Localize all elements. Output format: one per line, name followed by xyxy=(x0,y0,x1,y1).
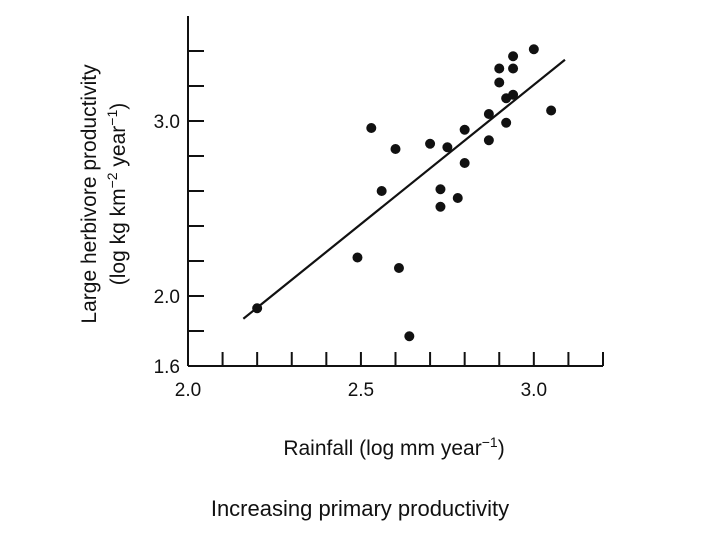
data-point xyxy=(376,186,387,196)
data-point xyxy=(393,263,404,273)
data-point xyxy=(352,252,363,263)
data-point xyxy=(494,77,505,88)
data-point xyxy=(494,63,505,74)
data-point xyxy=(390,144,401,154)
y-axis-title: Large herbivore productivity (log kg km−… xyxy=(78,64,130,324)
data-point xyxy=(508,89,519,100)
y-tick-label: 3.0 xyxy=(154,112,180,133)
y-axis-title-line1: Large herbivore productivity xyxy=(78,64,101,324)
y-tick-label: 1.6 xyxy=(154,357,180,378)
data-point xyxy=(528,44,539,55)
x-axis-title: Rainfall (log mm year−1) xyxy=(283,434,504,460)
data-point xyxy=(501,117,512,128)
data-point xyxy=(459,158,470,168)
y-tick-label: 2.0 xyxy=(154,287,180,308)
data-point xyxy=(483,135,494,146)
tick-marks xyxy=(187,50,604,367)
caption: Increasing primary productivity xyxy=(210,496,510,521)
tick-labels: 2.0 2.5 3.01.62.03.0 xyxy=(154,112,547,401)
data-point xyxy=(459,124,470,135)
data-point xyxy=(546,105,557,116)
data-point xyxy=(442,142,453,153)
data-point xyxy=(435,201,446,212)
data-point xyxy=(508,51,519,62)
data-point xyxy=(508,63,519,74)
data-points xyxy=(252,44,557,342)
data-point xyxy=(425,138,436,149)
data-point xyxy=(483,109,494,119)
data-point xyxy=(252,303,263,314)
data-point xyxy=(435,184,446,195)
y-axis-title-line2: (log kg km−2 year−1) xyxy=(104,103,130,285)
x-tick-label: 2.0 xyxy=(175,380,201,401)
trend-line xyxy=(242,58,566,320)
x-tick-label: 3.0 xyxy=(521,380,547,401)
data-point xyxy=(404,331,415,342)
data-point xyxy=(366,123,377,133)
data-point xyxy=(452,193,463,203)
x-tick-label: 2.5 xyxy=(348,380,374,401)
